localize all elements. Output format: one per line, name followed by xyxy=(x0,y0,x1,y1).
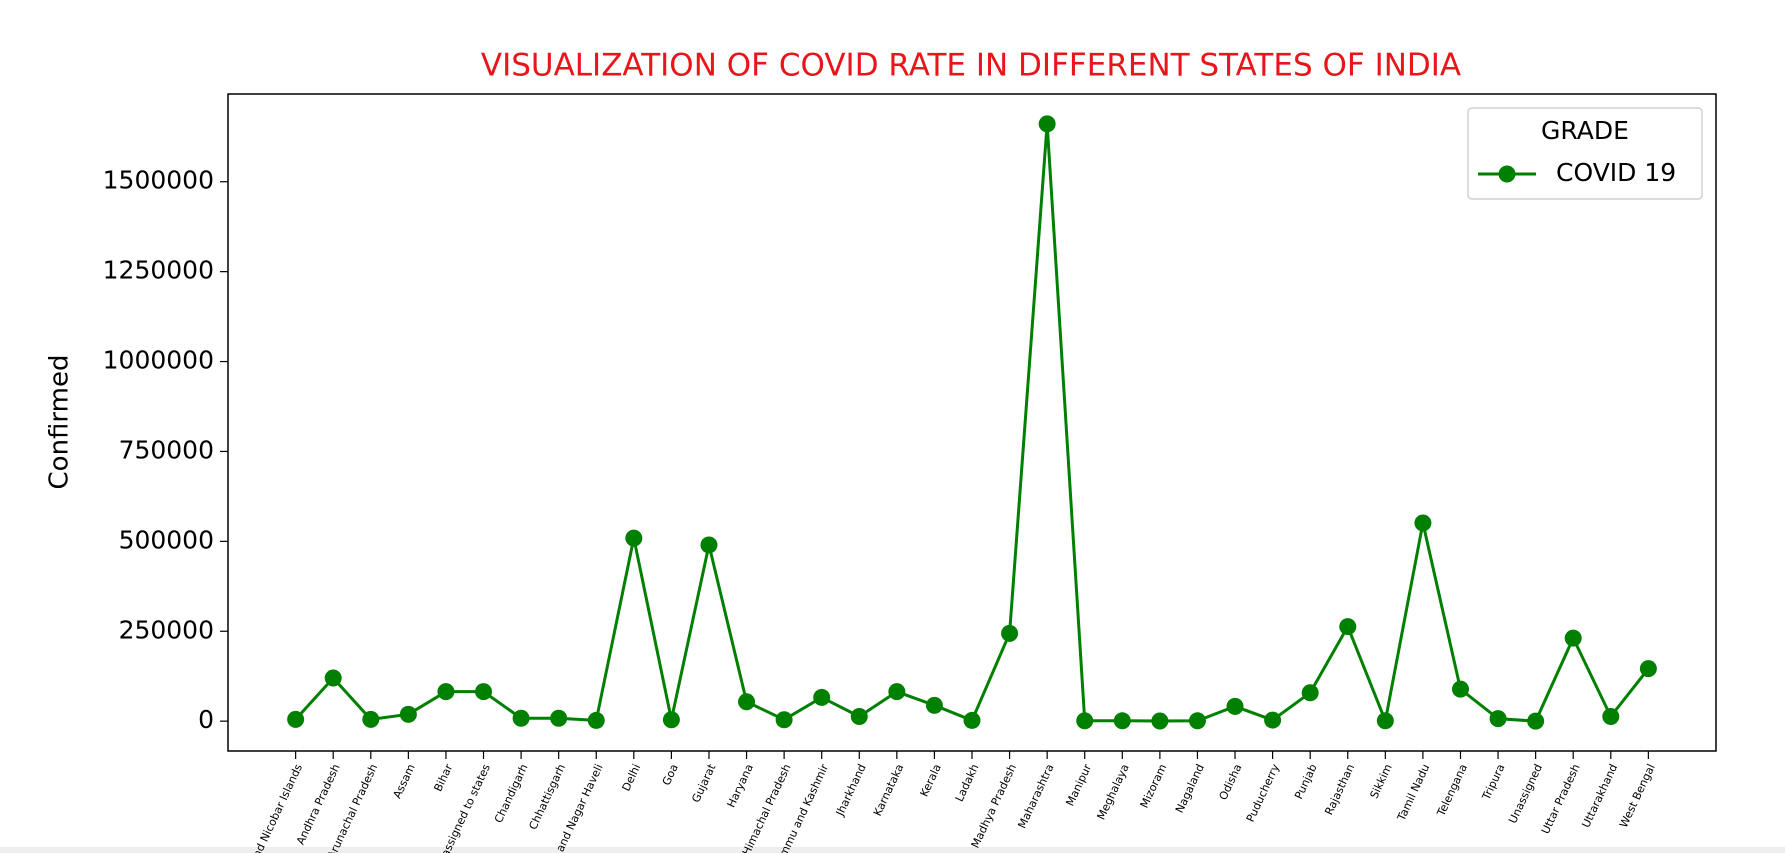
data-point xyxy=(1602,707,1620,725)
data-point xyxy=(287,710,305,728)
legend-label: COVID 19 xyxy=(1556,158,1676,187)
x-tick-label: Unassigned xyxy=(1506,762,1545,825)
y-tick-label: 0 xyxy=(198,705,214,734)
x-tick-label: Chhattisgarh xyxy=(526,762,568,832)
data-point xyxy=(1527,712,1545,730)
data-point xyxy=(925,696,943,714)
x-tick-label: Uttar Pradesh xyxy=(1539,762,1583,836)
x-tick-label: Meghalaya xyxy=(1095,762,1132,822)
data-point xyxy=(324,669,342,687)
x-tick-label: Nagaland xyxy=(1173,762,1207,815)
x-tick-label: Ladakh xyxy=(953,762,982,804)
x-tick-label: Bihar xyxy=(431,762,455,794)
legend-box xyxy=(1467,107,1703,200)
data-point xyxy=(1076,712,1094,730)
x-tick-label: Mizoram xyxy=(1138,762,1170,810)
data-point xyxy=(1113,712,1131,730)
x-tick-label: Chandigarh xyxy=(492,762,531,825)
data-point xyxy=(1451,680,1469,698)
data-point xyxy=(399,705,417,723)
data-point xyxy=(813,688,831,706)
y-tick-label: 1250000 xyxy=(103,256,214,285)
x-tick-label: Gujarat xyxy=(689,761,718,804)
x-tick-label: Assam xyxy=(391,762,418,801)
data-point xyxy=(888,683,906,701)
x-tick-label: Maharashtra xyxy=(1015,762,1056,830)
x-tick-label: Karnataka xyxy=(871,762,906,818)
data-point xyxy=(1038,115,1056,133)
data-point xyxy=(362,710,380,728)
y-tick-label: 250000 xyxy=(119,615,214,644)
y-tick-label: 1500000 xyxy=(103,166,214,195)
data-point xyxy=(475,683,493,701)
data-point xyxy=(738,693,756,711)
x-tick-label: Kerala xyxy=(917,762,943,799)
y-tick-label: 500000 xyxy=(119,525,214,554)
x-tick-label: Andaman and Nicobar Islands xyxy=(224,762,305,853)
bottom-strip xyxy=(0,847,1785,853)
x-tick-label: Tamil Nadu xyxy=(1394,762,1432,824)
legend-marker xyxy=(1498,165,1516,183)
x-tick-label: Haryana xyxy=(725,762,756,810)
x-tick-label: Uttarakhand xyxy=(1579,762,1620,830)
x-tick-label: Puducherry xyxy=(1244,762,1282,825)
data-point xyxy=(512,709,530,727)
x-tick-label: Tripura xyxy=(1479,762,1507,803)
x-tick-label: Punjab xyxy=(1292,762,1319,801)
data-point xyxy=(625,529,643,547)
x-tick-label: Telengana xyxy=(1434,762,1470,819)
x-tick-label: Jharkhand xyxy=(833,762,869,819)
y-tick-label: 750000 xyxy=(119,435,214,464)
data-point xyxy=(662,711,680,729)
chart-title: VISUALIZATION OF COVID RATE IN DIFFERENT… xyxy=(481,48,1461,84)
data-point xyxy=(550,709,568,727)
x-tick-label: Manipur xyxy=(1063,762,1094,808)
data-point xyxy=(775,711,793,729)
data-point xyxy=(1489,710,1507,728)
x-tick-label: Goa xyxy=(660,762,681,787)
x-tick-label: Odisha xyxy=(1217,762,1245,802)
data-point xyxy=(1414,514,1432,532)
data-point xyxy=(587,711,605,729)
data-point xyxy=(437,683,455,701)
data-point xyxy=(850,707,868,725)
data-point xyxy=(1001,624,1019,642)
x-tick-label: Sikkim xyxy=(1368,762,1395,801)
data-point xyxy=(1639,660,1657,678)
data-point xyxy=(1339,618,1357,636)
data-point xyxy=(963,711,981,729)
data-point xyxy=(1564,629,1582,647)
data-point xyxy=(1264,711,1282,729)
y-tick-label: 1000000 xyxy=(103,346,214,375)
data-point xyxy=(1226,697,1244,715)
data-point xyxy=(1376,712,1394,730)
data-point xyxy=(1151,712,1169,730)
y-axis-label: Confirmed xyxy=(45,355,75,490)
data-point xyxy=(700,536,718,554)
x-tick-label: Delhi xyxy=(620,762,644,793)
x-tick-label: Rajasthan xyxy=(1322,762,1357,817)
legend-title: GRADE xyxy=(1541,116,1629,145)
data-point xyxy=(1301,684,1319,702)
data-point xyxy=(1188,712,1206,730)
x-tick-label: West Bengal xyxy=(1617,762,1658,830)
series-line xyxy=(294,123,1650,727)
